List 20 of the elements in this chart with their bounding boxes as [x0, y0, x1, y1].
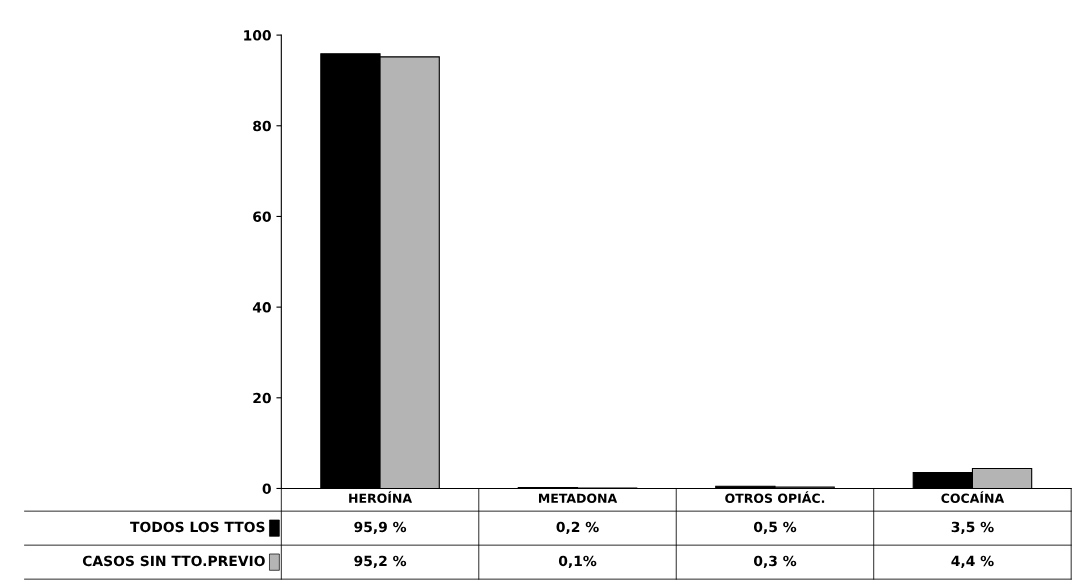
y-tick-label: 20: [253, 392, 271, 404]
y-tick-label: 0: [262, 483, 271, 494]
y-tick-label: 100: [244, 30, 271, 41]
data-label: 4,4 %: [951, 555, 994, 568]
data-label: 0,5 %: [753, 521, 797, 534]
data-label: 95,9 %: [354, 521, 407, 534]
legend-label: CASOS SIN TTO.PREVIO: [82, 555, 265, 567]
data-label: 95,2 %: [354, 555, 407, 568]
data-label: 3,5 %: [951, 521, 994, 534]
legend-label: TODOS LOS TTOS: [130, 521, 265, 533]
y-tick-label: 60: [253, 211, 271, 222]
y-tick-label: 40: [252, 302, 271, 313]
x-tick-label: METADONA: [538, 493, 618, 504]
y-tick-label: 80: [253, 120, 271, 132]
x-tick-label: COCAÍNA: [941, 491, 1005, 504]
data-label: 0,1%: [558, 555, 597, 568]
x-tick-label: OTROS OPIÁC.: [725, 491, 825, 504]
x-tick-label: HEROÍNA: [349, 491, 413, 504]
data-label: 0,3 %: [753, 555, 797, 568]
data-label: 0,2 %: [556, 521, 599, 534]
